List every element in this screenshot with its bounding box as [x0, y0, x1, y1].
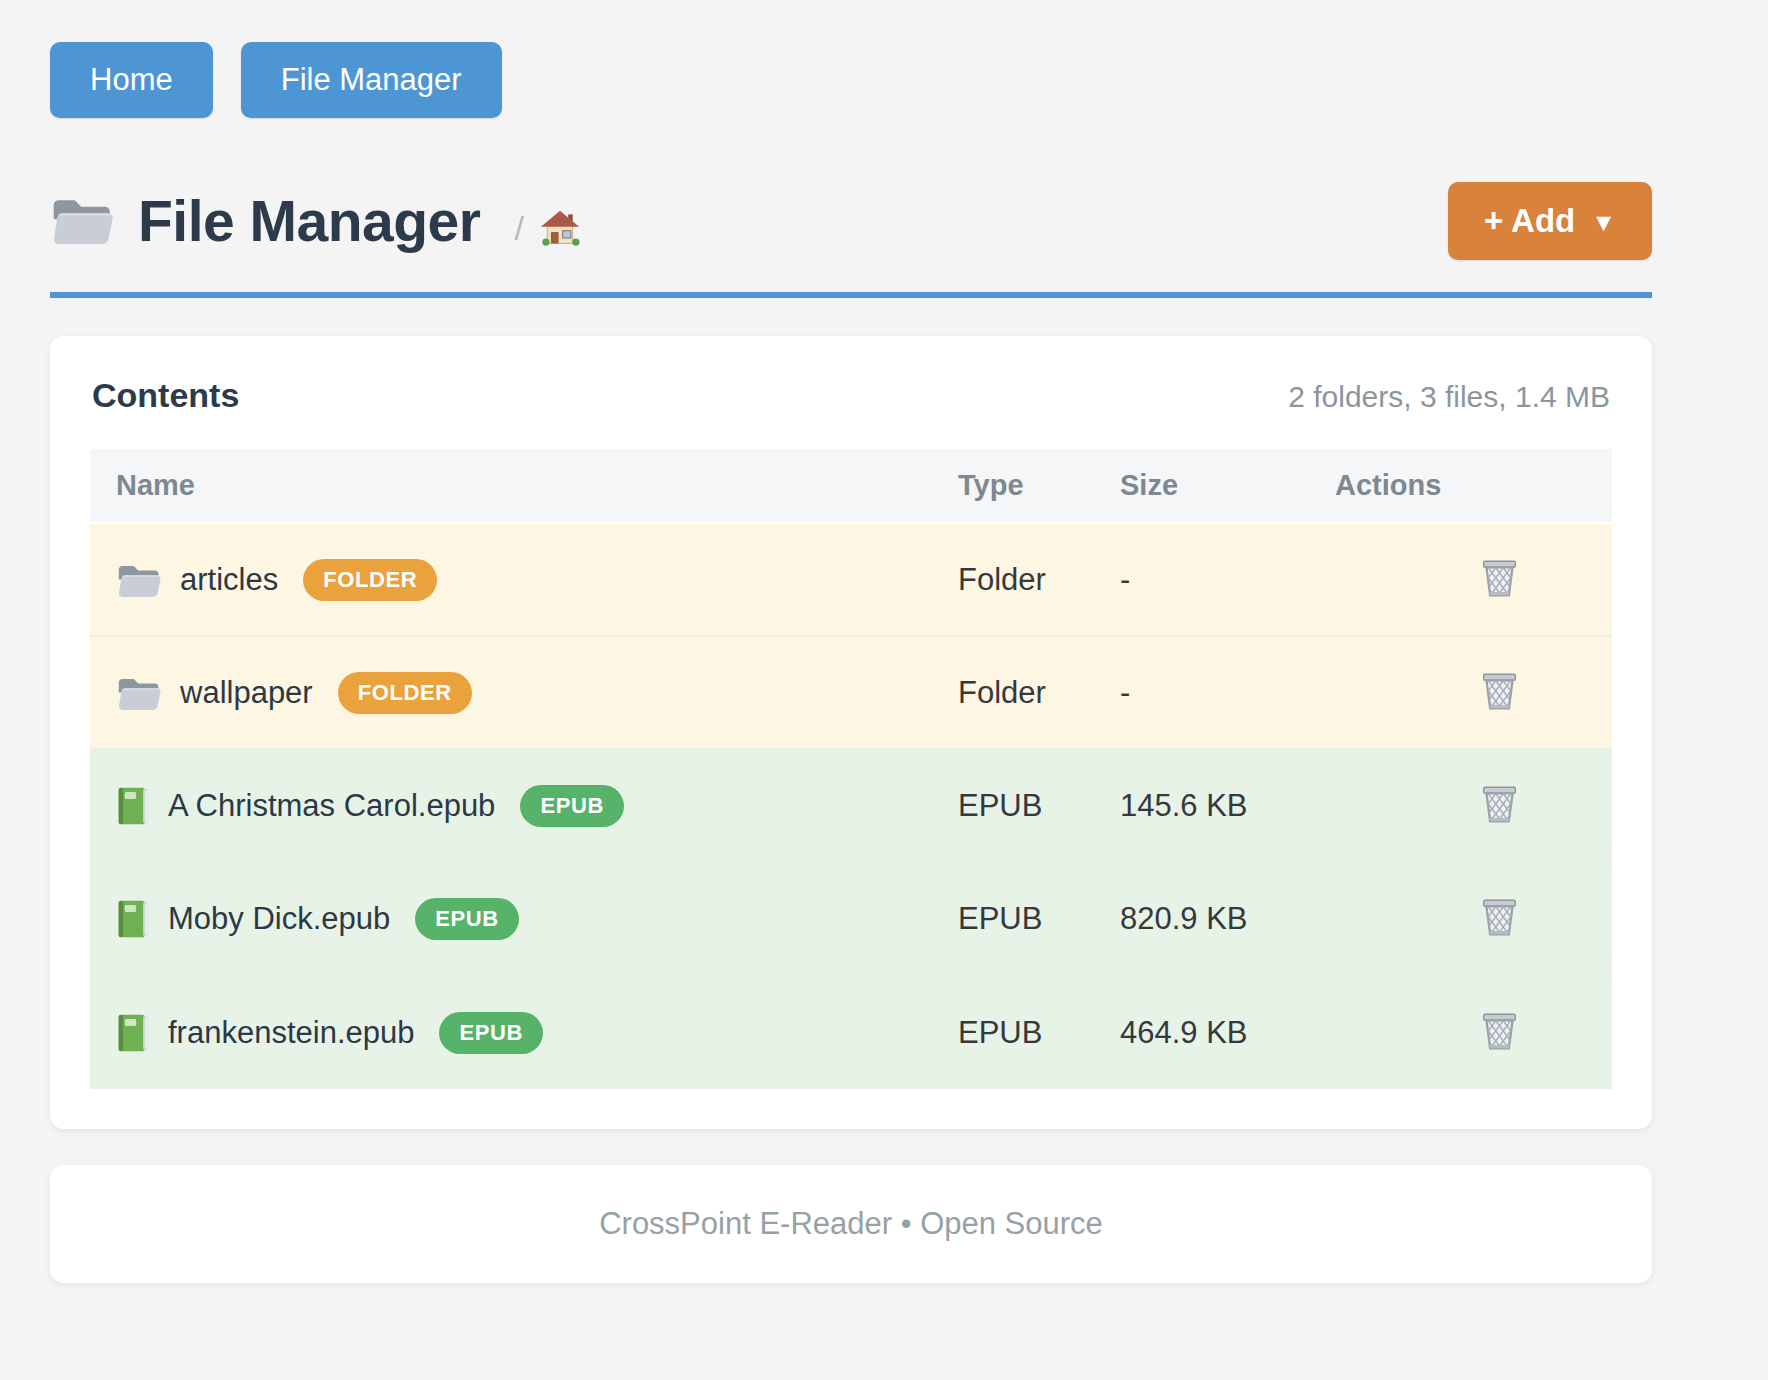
- type-badge: EPUB: [520, 785, 624, 827]
- nav-file-manager-button[interactable]: File Manager: [241, 42, 502, 118]
- breadcrumb-separator: /: [514, 195, 523, 248]
- table-row[interactable]: Moby Dick.epub EPUB EPUB 820.9 KB: [90, 863, 1612, 976]
- contents-heading: Contents: [92, 376, 239, 415]
- nav-home-button[interactable]: Home: [50, 42, 213, 118]
- chevron-down-icon: ▼: [1591, 208, 1616, 237]
- green-book-icon: [116, 786, 151, 826]
- file-type: EPUB: [958, 901, 1120, 937]
- trash-icon: [1479, 896, 1520, 942]
- column-header-type: Type: [958, 469, 1120, 502]
- file-size: -: [1120, 562, 1335, 598]
- file-table-header: Name Type Size Actions: [90, 449, 1612, 524]
- type-badge: EPUB: [439, 1012, 543, 1054]
- file-name: A Christmas Carol.epub: [168, 788, 495, 824]
- trash-icon: [1479, 670, 1520, 716]
- name-cell: A Christmas Carol.epub EPUB: [90, 785, 958, 827]
- name-cell: wallpaper FOLDER: [90, 672, 958, 714]
- page-title: File Manager: [138, 188, 480, 254]
- home-icon[interactable]: [540, 208, 580, 248]
- folder-icon: [116, 561, 163, 599]
- table-row[interactable]: frankenstein.epub EPUB EPUB 464.9 KB: [90, 976, 1612, 1089]
- file-size: 464.9 KB: [1120, 1015, 1335, 1051]
- footer-text: CrossPoint E-Reader • Open Source: [599, 1206, 1103, 1242]
- file-name: Moby Dick.epub: [168, 901, 390, 937]
- page-header: File Manager / + Add ▼: [50, 182, 1652, 260]
- file-type: Folder: [958, 675, 1120, 711]
- contents-summary: 2 folders, 3 files, 1.4 MB: [1288, 380, 1610, 414]
- file-type: EPUB: [958, 788, 1120, 824]
- delete-button[interactable]: [1479, 783, 1520, 829]
- name-cell: Moby Dick.epub EPUB: [90, 898, 958, 940]
- open-folder-icon: [50, 193, 116, 249]
- file-size: 820.9 KB: [1120, 901, 1335, 937]
- footer-card: CrossPoint E-Reader • Open Source: [50, 1165, 1652, 1283]
- file-table-body: articles FOLDER Folder - wallpaper FOLDE…: [90, 524, 1612, 1089]
- folder-icon: [116, 674, 163, 712]
- type-badge: FOLDER: [338, 672, 472, 714]
- green-book-icon: [116, 899, 151, 939]
- column-header-name: Name: [90, 469, 958, 502]
- delete-button[interactable]: [1479, 557, 1520, 603]
- add-button[interactable]: + Add ▼: [1448, 182, 1652, 260]
- table-row[interactable]: A Christmas Carol.epub EPUB EPUB 145.6 K…: [90, 750, 1612, 863]
- contents-card: Contents 2 folders, 3 files, 1.4 MB Name…: [50, 336, 1652, 1129]
- file-name: wallpaper: [180, 675, 313, 711]
- file-size: 145.6 KB: [1120, 788, 1335, 824]
- name-cell: articles FOLDER: [90, 559, 958, 601]
- delete-button[interactable]: [1479, 670, 1520, 716]
- table-row[interactable]: wallpaper FOLDER Folder -: [90, 637, 1612, 750]
- title-divider: [50, 292, 1652, 298]
- actions-cell: [1335, 783, 1612, 829]
- page: Home File Manager File Manager / + Add ▼…: [50, 0, 1652, 1283]
- top-nav: Home File Manager: [50, 42, 1652, 118]
- table-row[interactable]: articles FOLDER Folder -: [90, 524, 1612, 637]
- type-badge: FOLDER: [303, 559, 437, 601]
- contents-card-header: Contents 2 folders, 3 files, 1.4 MB: [90, 376, 1612, 415]
- title-wrap: File Manager /: [50, 188, 580, 254]
- file-type: EPUB: [958, 1015, 1120, 1051]
- file-name: frankenstein.epub: [168, 1015, 414, 1051]
- actions-cell: [1335, 896, 1612, 942]
- delete-button[interactable]: [1479, 1010, 1520, 1056]
- actions-cell: [1335, 1010, 1612, 1056]
- column-header-size: Size: [1120, 469, 1335, 502]
- add-button-label: + Add: [1484, 202, 1575, 240]
- trash-icon: [1479, 1010, 1520, 1056]
- name-cell: frankenstein.epub EPUB: [90, 1012, 958, 1054]
- file-name: articles: [180, 562, 278, 598]
- type-badge: EPUB: [415, 898, 519, 940]
- delete-button[interactable]: [1479, 896, 1520, 942]
- column-header-actions: Actions: [1335, 469, 1612, 502]
- file-table: Name Type Size Actions articles FOLDER F…: [90, 449, 1612, 1089]
- actions-cell: [1335, 557, 1612, 603]
- trash-icon: [1479, 557, 1520, 603]
- trash-icon: [1479, 783, 1520, 829]
- file-size: -: [1120, 675, 1335, 711]
- green-book-icon: [116, 1013, 151, 1053]
- file-type: Folder: [958, 562, 1120, 598]
- actions-cell: [1335, 670, 1612, 716]
